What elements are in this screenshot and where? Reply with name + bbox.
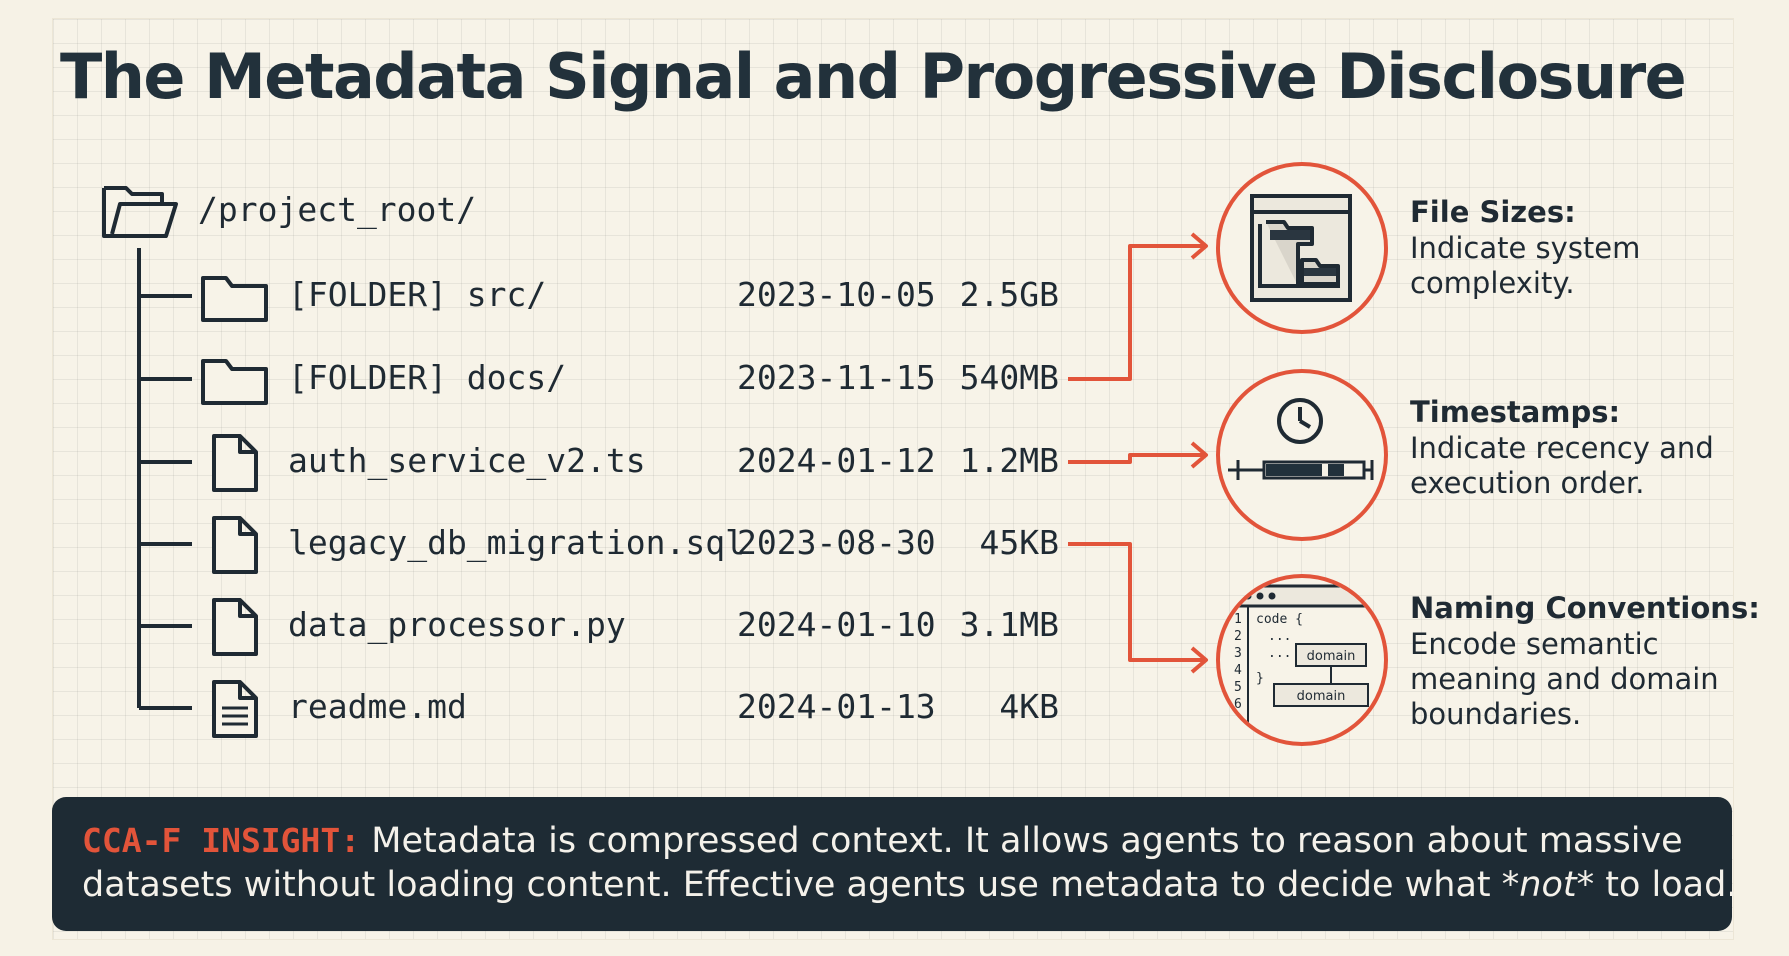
insight-label: CCA-F INSIGHT:	[82, 821, 361, 860]
file-icon	[212, 516, 258, 574]
domain-tag: domain	[1307, 649, 1356, 664]
code-editor-icon: 1 2 3 4 5 6 code { ... ... } domain doma…	[1216, 574, 1388, 746]
signal-desc-line: execution order.	[1410, 466, 1645, 500]
clock-timeline-icon	[1216, 369, 1388, 541]
file-size: 4KB	[999, 687, 1059, 726]
line-number: 4	[1234, 663, 1242, 678]
insight-text: to load.	[1594, 865, 1738, 905]
code-text: ...	[1268, 646, 1291, 661]
file-size: 45KB	[979, 523, 1059, 562]
file-date: 2023-11-15	[737, 358, 936, 397]
file-name: readme.md	[288, 687, 467, 726]
line-number: 5	[1234, 680, 1242, 695]
text-file-icon	[212, 680, 258, 738]
signal-title-timestamps: Timestamps:	[1410, 395, 1621, 429]
file-icon	[212, 434, 258, 492]
folder-tree-window-icon	[1216, 162, 1388, 334]
file-name: auth_service_v2.ts	[288, 441, 646, 480]
line-number: 1	[1234, 612, 1242, 627]
insight-banner: CCA-F INSIGHT: Metadata is compressed co…	[52, 797, 1737, 931]
insight-text: datasets without loading content. Effect…	[82, 865, 1502, 905]
line-number: 3	[1234, 646, 1242, 661]
file-icon	[212, 598, 258, 656]
file-date: 2024-01-10	[737, 605, 936, 644]
file-date: 2024-01-12	[737, 441, 936, 480]
file-date: 2024-01-13	[737, 687, 936, 726]
code-text: code {	[1256, 612, 1303, 627]
grid-background	[52, 18, 1734, 940]
line-number: 2	[1234, 629, 1242, 644]
file-name: legacy_db_migration.sql	[288, 523, 745, 562]
domain-tag: domain	[1297, 689, 1346, 704]
tree-root-label: /project_root/	[198, 190, 477, 229]
file-size: 2.5GB	[959, 275, 1059, 314]
signal-title-file-sizes: File Sizes:	[1410, 195, 1576, 229]
signal-desc-line: complexity.	[1410, 266, 1575, 300]
open-folder-icon	[102, 186, 178, 238]
code-text: ...	[1268, 629, 1291, 644]
file-size: 1.2MB	[959, 441, 1059, 480]
signal-desc-line: Encode semantic	[1410, 627, 1659, 661]
line-number: 6	[1234, 697, 1242, 712]
file-date: 2023-10-05	[737, 275, 936, 314]
insight-emphasis: *not*	[1501, 865, 1595, 905]
folder-icon	[201, 359, 268, 405]
insight-text: Metadata is compressed context. It allow…	[360, 821, 1683, 861]
page-title: The Metadata Signal and Progressive Disc…	[60, 40, 1687, 113]
insight-line-1: CCA-F INSIGHT: Metadata is compressed co…	[82, 821, 1683, 861]
file-date: 2023-08-30	[737, 523, 936, 562]
folder-icon	[201, 276, 268, 322]
file-name: [FOLDER] src/	[288, 275, 547, 314]
file-name: data_processor.py	[288, 605, 626, 644]
signal-title-naming-conventions: Naming Conventions:	[1410, 591, 1760, 625]
code-text: }	[1256, 671, 1264, 686]
signal-desc-line: meaning and domain	[1410, 662, 1719, 696]
signal-desc-line: Indicate system	[1410, 231, 1641, 265]
file-size: 3.1MB	[959, 605, 1059, 644]
signal-desc-line: Indicate recency and	[1410, 431, 1714, 465]
signal-desc-line: boundaries.	[1410, 697, 1582, 731]
insight-line-2: datasets without loading content. Effect…	[82, 865, 1737, 905]
file-name: [FOLDER] docs/	[288, 358, 567, 397]
file-size: 540MB	[959, 358, 1059, 397]
